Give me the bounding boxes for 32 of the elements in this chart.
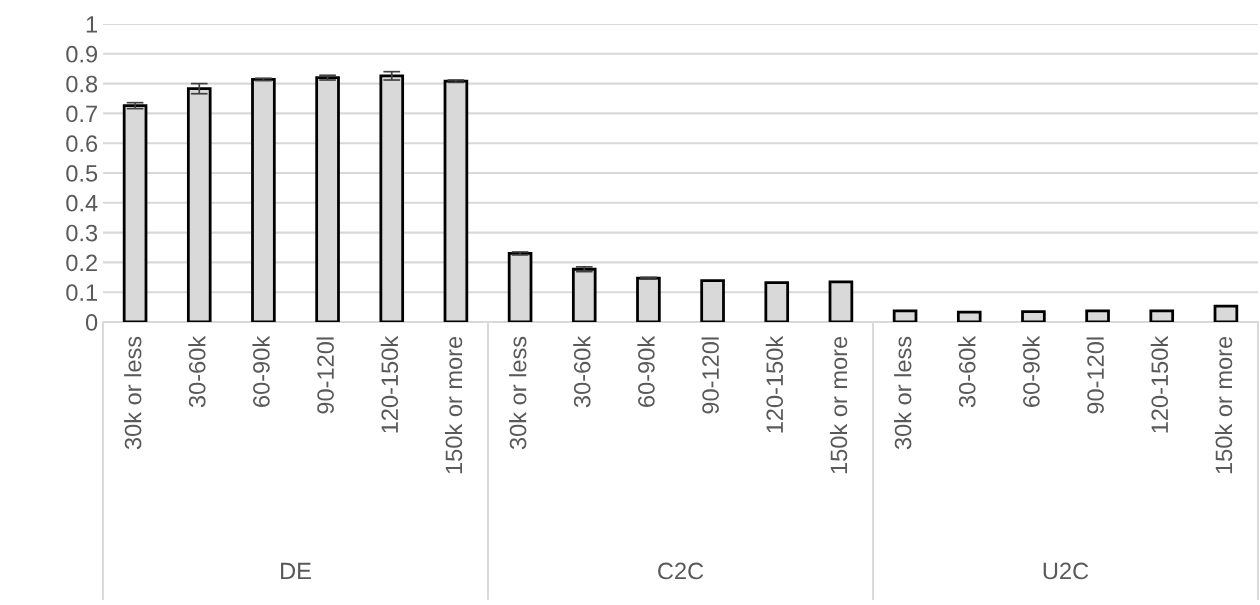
x-tick-label: 120-150k [765,335,784,433]
x-tick-label: 30k or less [894,336,912,450]
x-tick-label: 30k or less [124,336,142,450]
x-tick-label: 120-150k [1150,335,1169,433]
y-tick-label: 0.6 [66,135,98,152]
y-tick-label: 1 [86,16,97,33]
x-tick-label: 30-60k [573,335,591,408]
x-tick-label: 30k or less [509,336,527,450]
x-tick-label: 150k or more [1214,336,1233,474]
x-tick-label: 90-120l [1086,337,1104,414]
x-tick-label: 90-120l [316,337,334,414]
x-tick-label: 30-60k [958,335,976,408]
x-tick-label: 60-90k [252,335,270,407]
y-tick-label: 0 [85,314,98,331]
x-tick-label: 150k or more [444,336,463,474]
y-tick-label: 0.8 [66,75,98,93]
y-tick-label: 0.3 [66,224,98,242]
y-tick-label: 0.5 [66,165,98,182]
x-tick-label: 60-90k [1022,335,1040,407]
x-tick-label: 150k or more [829,336,848,474]
y-tick-label: 0.1 [66,284,97,301]
y-tick-label: 0.9 [66,45,98,63]
x-tick-label: 120-150k [380,335,399,433]
text: U2C [1043,562,1089,580]
y-tick-label: 0.2 [66,254,97,272]
text: C2C [658,562,704,580]
x-tick-label: 60-90k [637,335,655,407]
x-tick-label: 90-120l [701,337,719,414]
y-tick-label: 0.7 [66,105,97,123]
x-tick-label: 30-60k [188,335,206,408]
y-tick-label: 0.4 [66,194,98,212]
text: DE [281,562,311,580]
